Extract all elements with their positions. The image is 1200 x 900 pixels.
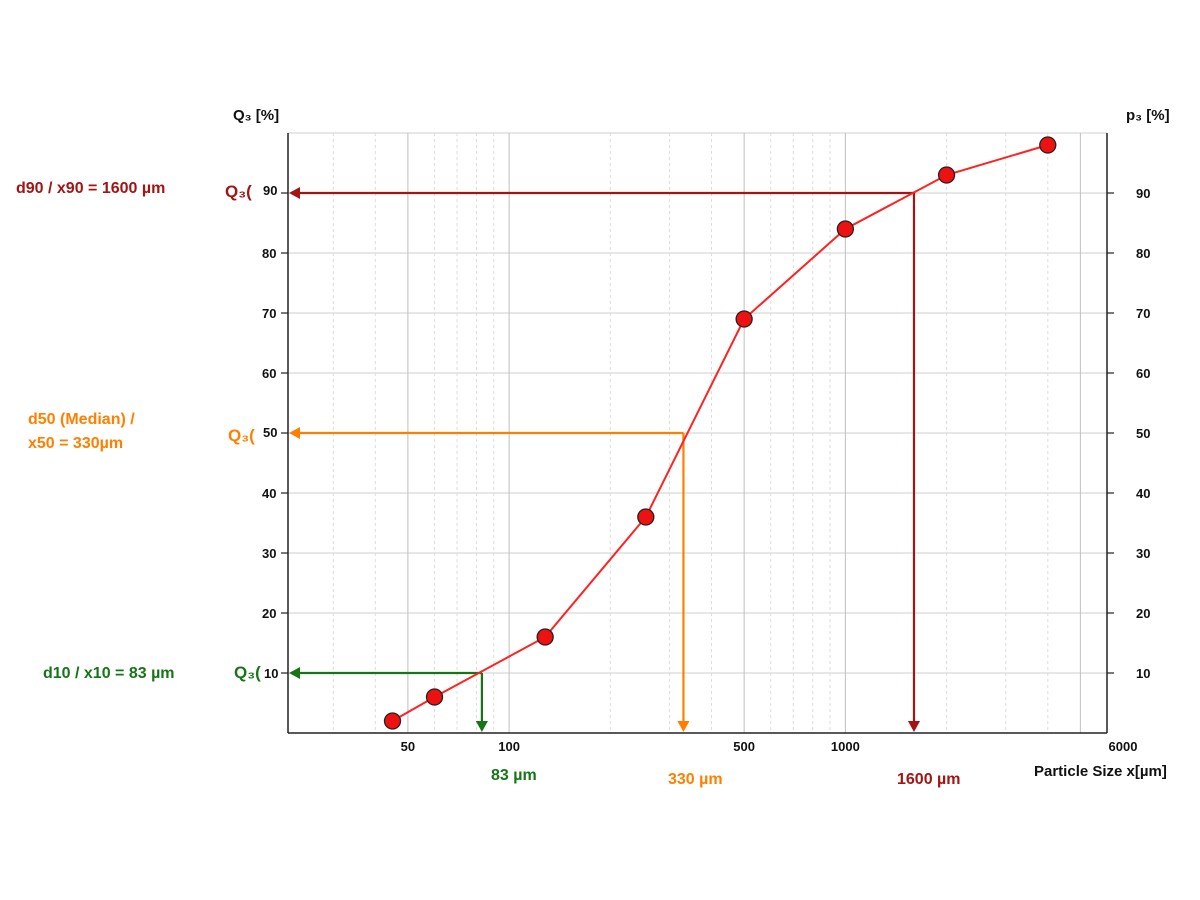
data-point [735, 310, 753, 328]
y-tick-label-left: 80 [262, 246, 276, 261]
d50-x-label: 330 µm [668, 771, 723, 788]
d10-label: d10 / x10 = 83 µm [43, 665, 175, 682]
y-tick-label-right: 60 [1136, 366, 1150, 381]
x-tick-label: 500 [733, 739, 755, 754]
d90-horizontal-arrowhead [289, 186, 300, 200]
x-tick-label: 6000 [1109, 739, 1138, 754]
x-tick-label: 50 [401, 739, 415, 754]
y-tick-label-right: 90 [1136, 186, 1150, 201]
d10-x-label: 83 µm [491, 767, 537, 784]
data-point [836, 220, 855, 238]
y-tick-label-right: 50 [1136, 426, 1150, 441]
d50-q3-value: 50 [263, 425, 277, 440]
right-axis-title: p₃ [%] [1126, 107, 1170, 124]
d90-q3-label: Q₃( [225, 182, 252, 201]
tick-labels: 10 20 20 30 30 40 40 50 60 60 70 70 80 80 90 50 100 500 10… [262, 186, 1150, 754]
y-tick-label-right: 40 [1136, 486, 1150, 501]
y-tick-label-right: 80 [1136, 246, 1150, 261]
data-point [1039, 136, 1057, 154]
d10-vertical-arrowhead [475, 721, 488, 732]
d90-q3-value: 90 [263, 183, 277, 198]
d90-vertical-arrowhead [907, 721, 921, 732]
x-axis-title: Particle Size x[µm] [1034, 763, 1167, 780]
data-point [383, 712, 402, 730]
data-point [536, 628, 554, 646]
d10-q3-value: 10 [264, 666, 278, 681]
y-tick-label-left: 60 [262, 366, 276, 381]
d50-label-line2: x50 = 330µm [28, 435, 123, 452]
d50-vertical-arrowhead [677, 721, 690, 732]
y-tick-label-right: 70 [1136, 306, 1150, 321]
d10-horizontal-arrowhead [289, 666, 300, 680]
y-tick-label-left: 30 [262, 546, 276, 561]
left-axis-title: Q₃ [%] [233, 107, 279, 124]
data-point [937, 166, 956, 184]
data-point [637, 508, 655, 526]
series-line [392, 144, 1049, 722]
annotations: d90 / x90 = 1600 µm Q₃( 90 1600 µm d50 (… [16, 180, 960, 788]
d90-label: d90 / x90 = 1600 µm [16, 180, 165, 197]
y-tick-label-left: 20 [262, 606, 276, 621]
d50-horizontal-arrowhead [289, 426, 300, 440]
x-tick-label: 100 [498, 739, 520, 754]
d50-q3-label: Q₃( [228, 426, 255, 445]
y-tick-label-left: 70 [262, 306, 276, 321]
d10-q3-label: Q₃( [234, 663, 261, 682]
x-tick-label: 1000 [831, 739, 860, 754]
d90-x-label: 1600 µm [897, 771, 960, 788]
d50-label-line1: d50 (Median) / [28, 411, 135, 428]
y-tick-label-left: 40 [262, 486, 276, 501]
y-tick-label-right: 10 [1136, 666, 1150, 681]
y-tick-label-right: 20 [1136, 606, 1150, 621]
data-point [425, 688, 444, 706]
y-tick-label-right: 30 [1136, 546, 1150, 561]
data-series [383, 136, 1057, 730]
